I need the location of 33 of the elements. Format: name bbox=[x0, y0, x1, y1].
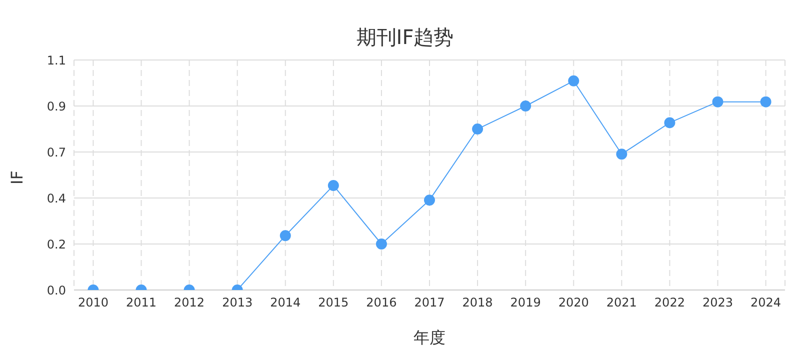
y-tick-label: 0.9 bbox=[46, 99, 66, 114]
x-tick-label: 2023 bbox=[702, 296, 734, 310]
x-tick-label: 2014 bbox=[270, 296, 301, 310]
y-tick-label: 0.7 bbox=[46, 145, 66, 160]
y-tick-label: 1.1 bbox=[46, 53, 66, 68]
y-tick-label: 0.0 bbox=[46, 283, 66, 298]
point bbox=[472, 124, 484, 134]
point bbox=[568, 75, 580, 86]
point bbox=[424, 194, 435, 206]
x-tick-label: 2020 bbox=[558, 296, 589, 310]
x-tick-label: 2018 bbox=[462, 296, 493, 310]
point bbox=[760, 96, 772, 108]
x-tick-label: 2013 bbox=[222, 296, 253, 310]
y-tick-label: 0.2 bbox=[46, 237, 66, 252]
y-tick-label: 0.4 bbox=[46, 191, 66, 206]
x-tick-label: 2017 bbox=[414, 296, 445, 310]
x-axis-title: 年度 bbox=[412, 328, 446, 349]
x-tick-label: 2022 bbox=[654, 296, 685, 310]
point bbox=[664, 117, 676, 128]
x-tick-label: 2019 bbox=[510, 296, 541, 310]
y-axis-title: IF bbox=[7, 170, 26, 184]
x-tick-label: 2011 bbox=[126, 296, 157, 310]
point bbox=[616, 148, 628, 160]
point bbox=[712, 96, 724, 108]
x-tick-label: 2021 bbox=[606, 296, 637, 310]
chart-title: 期刊IF趋势 bbox=[355, 24, 455, 51]
x-tick-label: 2015 bbox=[318, 296, 349, 310]
x-tick-label: 2016 bbox=[366, 296, 397, 310]
x-tick-label: 2010 bbox=[78, 296, 108, 310]
point bbox=[328, 180, 339, 191]
point bbox=[520, 100, 532, 112]
x-tick-label: 2012 bbox=[174, 296, 205, 310]
x-tick-label: 2024 bbox=[750, 296, 782, 310]
